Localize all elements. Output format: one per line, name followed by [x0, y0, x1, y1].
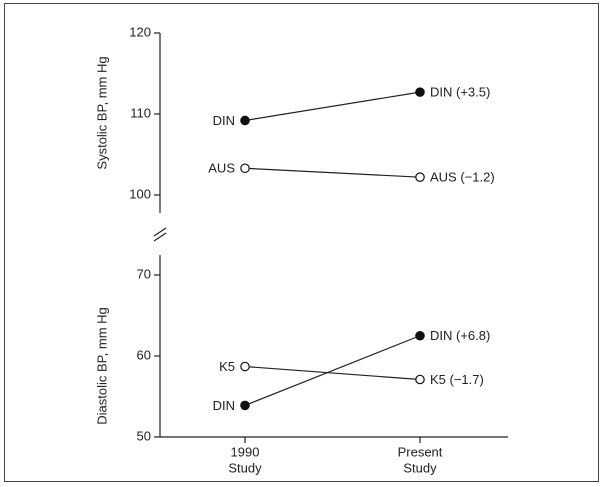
series-line: [244, 91, 421, 122]
y-tick-label: 120: [129, 24, 151, 39]
y-tick-label: 70: [137, 266, 151, 281]
axis-break-mark: [153, 232, 167, 242]
data-point: [240, 400, 250, 411]
series-end-label: DIN (+6.8): [430, 328, 490, 343]
series-end-label: AUS (−1.2): [430, 170, 495, 185]
y-tick-label: 110: [130, 105, 151, 120]
series-start-label: K5: [219, 359, 235, 374]
series-line: [244, 365, 421, 381]
series-line: [244, 167, 421, 178]
series-end-label: K5 (−1.7): [430, 372, 484, 387]
x-tick-label: Present: [398, 444, 443, 459]
data-point: [240, 361, 250, 372]
data-point: [415, 172, 425, 182]
data-point: [415, 374, 425, 385]
y-tick-label: 60: [137, 347, 151, 362]
data-point: [415, 87, 425, 97]
data-point: [240, 115, 250, 126]
diastolic-axis-title: Diastolic BP, mm Hg: [94, 307, 109, 425]
axis-break-mark: [153, 227, 167, 237]
x-tick-label: Study: [403, 460, 437, 475]
series-line: [244, 335, 421, 406]
x-tick-label: Study: [228, 460, 262, 475]
series-start-label: AUS: [208, 161, 235, 176]
x-tick-label: 1990: [231, 444, 260, 459]
figure-frame: [4, 3, 599, 482]
data-point: [415, 330, 425, 341]
series-start-label: DIN: [213, 398, 235, 413]
data-point: [240, 163, 250, 174]
series-end-label: DIN (+3.5): [430, 85, 490, 100]
series-start-label: DIN: [213, 113, 235, 128]
y-tick-label: 100: [129, 186, 151, 201]
systolic-axis-title: Systolic BP, mm Hg: [94, 56, 109, 169]
y-tick-label: 50: [137, 428, 151, 443]
